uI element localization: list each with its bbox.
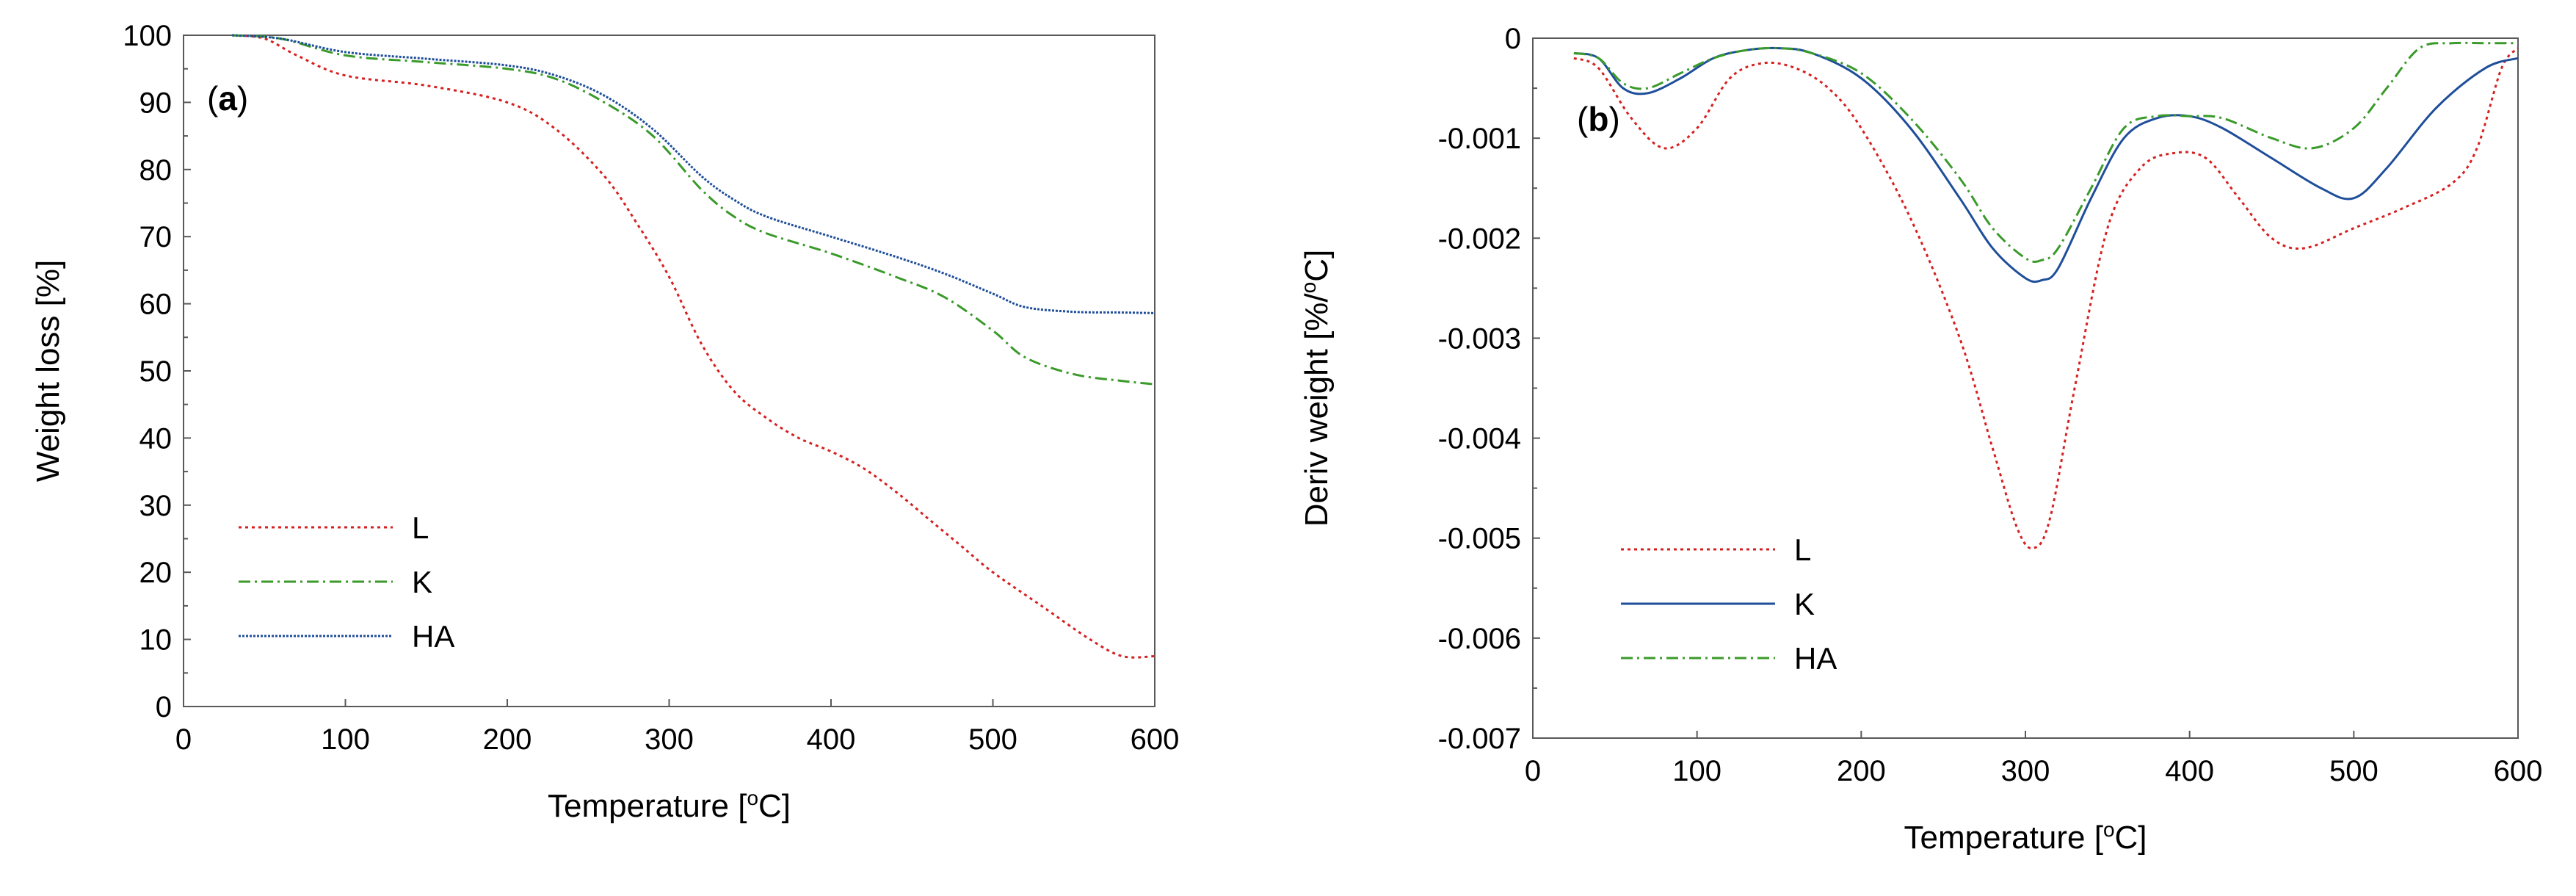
y-tick-label-b: -0.006 (1438, 623, 1521, 655)
y-axis-title-b: Deriv weight [%/oC] (1297, 250, 1335, 527)
x-axis-title-a-unit: C] (758, 788, 791, 824)
y-tick-label-a: 70 (139, 221, 173, 253)
y-tick-label-b: -0.003 (1438, 322, 1521, 355)
y-tick-label-a: 20 (139, 557, 173, 589)
y-tick-label-a: 50 (139, 355, 173, 388)
panel-b-dtg: 0 -0.001 -0.002 -0.003 -0.004 -0.005 -0.006 -0.… (1297, 23, 2542, 856)
panel-label-open: ( (1577, 100, 1589, 138)
y-tick-label-a: 0 (156, 691, 172, 723)
legend-label-a-k: K (412, 565, 432, 599)
y-tick-label-b: -0.001 (1438, 123, 1521, 155)
legend-label-b-l: L (1794, 532, 1811, 567)
panel-label-close: ) (237, 79, 248, 118)
x-axis-title-b: Temperature [oC] (1904, 818, 2147, 856)
panel-label-close: ) (1608, 100, 1619, 138)
legend-label-a-ha: HA (412, 619, 454, 654)
y-tick-label-b: 0 (1505, 23, 1521, 55)
legend-label-b-ha: HA (1794, 641, 1837, 676)
y-axis-title-b-sup: o (1297, 282, 1320, 294)
y-tick-label-a: 80 (139, 154, 173, 187)
x-axis-title-a: Temperature [oC] (548, 787, 791, 824)
y-tick-label-b: -0.004 (1438, 423, 1521, 455)
x-tick-label-a: 200 (483, 723, 532, 756)
series-line-b-ha (1573, 41, 2518, 263)
series-line-a-ha (231, 34, 1155, 314)
y-tick-label-b: -0.007 (1438, 723, 1521, 755)
x-tick-label-a: 100 (321, 723, 370, 756)
x-axis-title-b-unit: C] (2115, 820, 2147, 856)
y-tick-label-a: 10 (139, 624, 173, 657)
panel-a-tga: 0 10 20 30 40 50 60 70 80 90 100 0 100 200 300 400 500 60… (30, 20, 1179, 824)
x-tick-label-b: 600 (2494, 755, 2543, 787)
legend-label-b-k: K (1794, 587, 1815, 621)
x-tick-label-a: 500 (968, 723, 1017, 756)
x-tick-label-b: 500 (2329, 755, 2379, 787)
x-tick-label-a: 300 (645, 723, 694, 756)
x-tick-label-b: 200 (1837, 755, 1886, 787)
series-line-a-k (231, 34, 1155, 386)
y-tick-label-a: 30 (139, 490, 173, 522)
y-tick-label-a: 40 (139, 422, 173, 455)
x-axis-title-b-main: Temperature [ (1904, 820, 2102, 856)
y-axis-title-b-unit: C] (1299, 250, 1335, 282)
panel-label-b: (b) (1577, 100, 1620, 138)
y-tick-label-b: -0.002 (1438, 223, 1521, 255)
x-axis-title-a-sup: o (747, 787, 758, 809)
y-tick-label-a: 100 (123, 20, 172, 52)
x-tick-label-a: 600 (1131, 723, 1180, 756)
plot-frame-a (183, 35, 1155, 707)
x-axis-title-b-sup: o (2103, 818, 2115, 841)
plot-frame-b (1532, 37, 2519, 739)
legend-label-a-l: L (412, 510, 429, 545)
y-tick-label-a: 60 (139, 289, 173, 321)
x-tick-label-b: 100 (1672, 755, 1721, 787)
x-tick-label-b: 400 (2165, 755, 2214, 787)
x-tick-label-a: 0 (175, 723, 192, 756)
x-tick-label-b: 0 (1525, 755, 1541, 787)
series-line-b-l (1573, 47, 2519, 550)
panel-label-letter: b (1588, 100, 1608, 138)
panel-label-a: (a) (207, 79, 248, 118)
series-line-b-k (1573, 46, 2519, 283)
x-tick-label-b: 300 (2001, 755, 2050, 787)
x-axis-title-a-main: Temperature [ (548, 788, 747, 824)
y-tick-label-b: -0.005 (1438, 523, 1521, 555)
series-line-a-l (231, 34, 1155, 659)
y-axis-title-a: Weight loss [%] (30, 260, 66, 482)
y-axis-title-group-b: Deriv weight [%/oC] (1297, 250, 1335, 527)
y-axis-title-b-main: Deriv weight [%/ (1299, 293, 1335, 527)
panel-label-letter: a (218, 79, 237, 118)
x-tick-label-a: 400 (807, 723, 856, 756)
y-tick-label-a: 90 (139, 87, 173, 119)
panel-label-open: ( (207, 79, 219, 118)
y-axis-title-group-a: Weight loss [%] (30, 260, 66, 482)
